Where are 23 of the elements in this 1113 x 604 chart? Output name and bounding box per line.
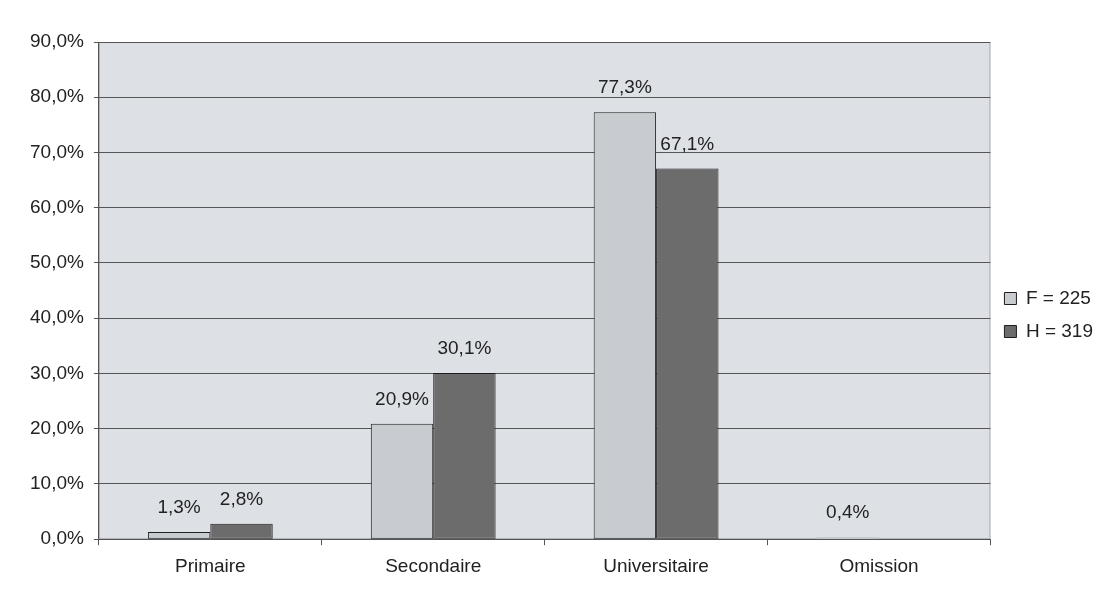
data-label: 2,8% (219, 487, 264, 509)
x-tick-label: Secondaire (385, 554, 482, 576)
y-tick-label: 20,0% (30, 416, 84, 438)
y-tick-label: 90,0% (30, 30, 84, 52)
y-tick-label: 60,0% (30, 195, 84, 217)
data-label: 77,3% (597, 76, 652, 98)
data-label: 0,4% (826, 500, 870, 522)
data-label: 1,3% (157, 496, 201, 518)
y-tick-label: 70,0% (30, 140, 84, 162)
y-tick-label: 50,0% (30, 251, 84, 273)
data-label: 30,1% (437, 336, 492, 358)
data-label: 67,1% (660, 132, 715, 154)
x-tick-label: Universitaire (603, 554, 709, 576)
legend-label: H = 319 (1025, 319, 1093, 341)
y-tick-label: 0,0% (40, 527, 84, 549)
y-tick-label: 30,0% (30, 361, 84, 383)
data-label: 20,9% (375, 387, 430, 409)
y-tick-label: 40,0% (30, 306, 84, 328)
legend-label: F = 225 (1025, 286, 1091, 308)
x-tick-label: Omission (839, 554, 919, 576)
y-tick-label: 80,0% (30, 85, 84, 107)
y-tick-label: 10,0% (30, 472, 84, 494)
x-tick-label: Primaire (174, 554, 246, 576)
